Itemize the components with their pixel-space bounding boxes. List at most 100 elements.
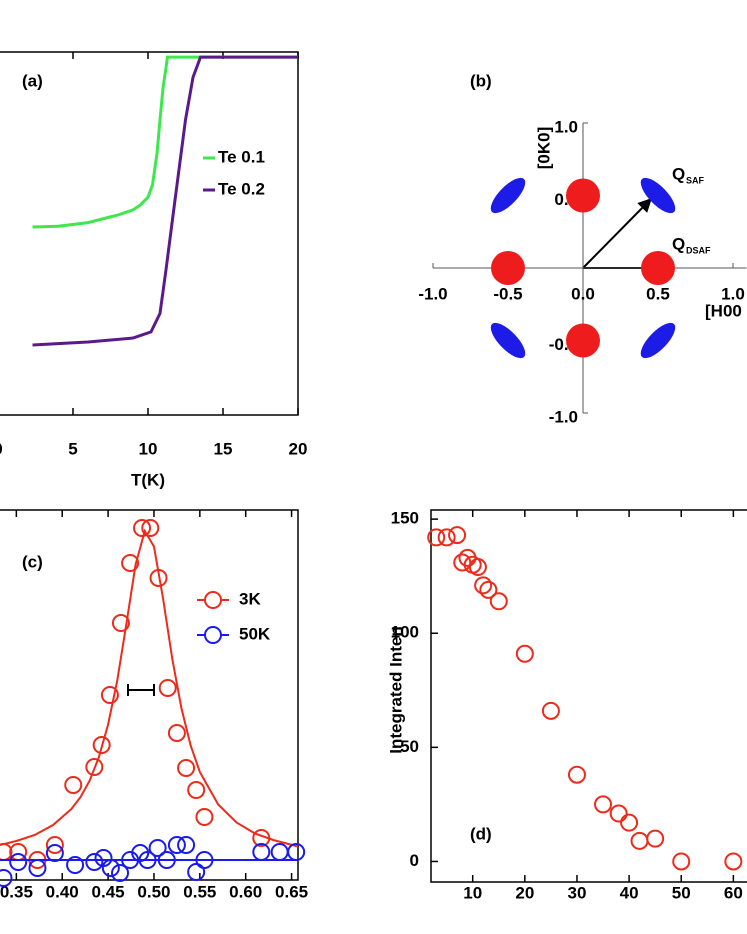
x-tick-label: 5 — [68, 439, 77, 458]
point — [121, 554, 140, 572]
y-tick-label: 50 — [400, 737, 419, 756]
point — [167, 836, 186, 854]
arrow — [582, 198, 652, 269]
point — [252, 843, 271, 861]
point — [672, 852, 691, 871]
point — [45, 844, 64, 862]
x-tick-label: 10 — [463, 883, 482, 902]
x-tick-label: -1.0 — [418, 284, 447, 303]
point — [28, 859, 47, 877]
resolution-bar — [127, 684, 155, 696]
x-tick-label: 15 — [214, 439, 233, 458]
point — [287, 843, 306, 861]
x-tick-label: 0.5 — [646, 284, 670, 303]
point — [474, 576, 493, 595]
point — [195, 851, 214, 869]
panel-label: (a) — [22, 71, 43, 90]
x-tick-label: 0.60 — [229, 882, 262, 901]
point — [0, 869, 13, 887]
point — [646, 829, 665, 848]
annotation: Q — [672, 164, 685, 183]
panel-label: (c) — [22, 552, 43, 571]
point — [85, 853, 104, 871]
point — [141, 519, 160, 537]
point — [594, 795, 613, 814]
y-tick-label: 150 — [391, 509, 419, 528]
point — [195, 808, 214, 826]
point — [100, 686, 119, 704]
x-tick-label: 30 — [568, 883, 587, 902]
y-tick-label: 100 — [391, 623, 419, 642]
annotation: Q — [672, 234, 685, 253]
point — [479, 580, 498, 599]
point — [490, 177, 526, 214]
series-line — [32, 55, 298, 347]
x-tick-label: 0.40 — [46, 882, 79, 901]
panel-label: (b) — [470, 71, 492, 90]
point — [640, 322, 676, 359]
x-tick-label: 40 — [620, 883, 639, 902]
point — [92, 736, 111, 754]
point — [252, 829, 271, 847]
point — [149, 569, 168, 587]
point — [640, 177, 676, 214]
point — [167, 724, 186, 742]
point — [491, 251, 525, 285]
annotation-sub: DSAF — [686, 245, 711, 255]
point — [101, 859, 120, 877]
y-tick-label: -1.0 — [549, 407, 578, 426]
x-tick-label: 20 — [289, 439, 308, 458]
x-tick-label: 0.50 — [137, 882, 170, 901]
y-tick-label: 0 — [410, 851, 419, 870]
legend-label: 3K — [239, 589, 261, 608]
fit-line — [0, 528, 299, 848]
legend-swatch — [204, 591, 222, 609]
point — [66, 856, 85, 874]
point — [468, 558, 487, 577]
legend-label: Te 0.2 — [218, 179, 265, 198]
y-tick-label: 1.0 — [554, 117, 578, 136]
point — [724, 852, 743, 871]
x-tick-label: 20 — [515, 883, 534, 902]
point — [111, 614, 130, 632]
x-axis-label: T(K) — [131, 470, 165, 489]
point — [489, 592, 508, 611]
legend-swatch — [204, 626, 222, 644]
point — [641, 251, 675, 285]
legend-label: 50K — [239, 624, 271, 643]
y-axis-label: [0K0] — [534, 127, 553, 170]
point — [187, 781, 206, 799]
point — [620, 813, 639, 832]
point — [177, 759, 196, 777]
point — [453, 553, 472, 572]
point — [177, 836, 196, 854]
point — [148, 839, 167, 857]
plot-frame — [0, 509, 299, 881]
point — [541, 701, 560, 720]
point — [609, 804, 628, 823]
x-tick-label: 0.65 — [275, 882, 308, 901]
x-tick-label: 0 — [0, 439, 3, 458]
x-tick-label: 0.0 — [571, 284, 595, 303]
point — [448, 526, 467, 545]
x-tick-label: 0.45 — [92, 882, 125, 901]
point — [138, 851, 157, 869]
point — [64, 776, 83, 794]
point — [157, 851, 176, 869]
point — [427, 528, 446, 547]
plot-frame — [0, 51, 299, 416]
point — [567, 765, 586, 784]
y-axis-label: Integrated Inten — [386, 626, 405, 754]
x-tick-label: -0.5 — [493, 284, 522, 303]
point — [515, 644, 534, 663]
point — [133, 519, 152, 537]
point — [9, 853, 28, 871]
legend-label: Te 0.1 — [218, 147, 265, 166]
point — [630, 831, 649, 850]
point — [187, 863, 206, 881]
x-tick-label: 50 — [672, 883, 691, 902]
point — [490, 322, 526, 359]
point — [566, 178, 600, 213]
